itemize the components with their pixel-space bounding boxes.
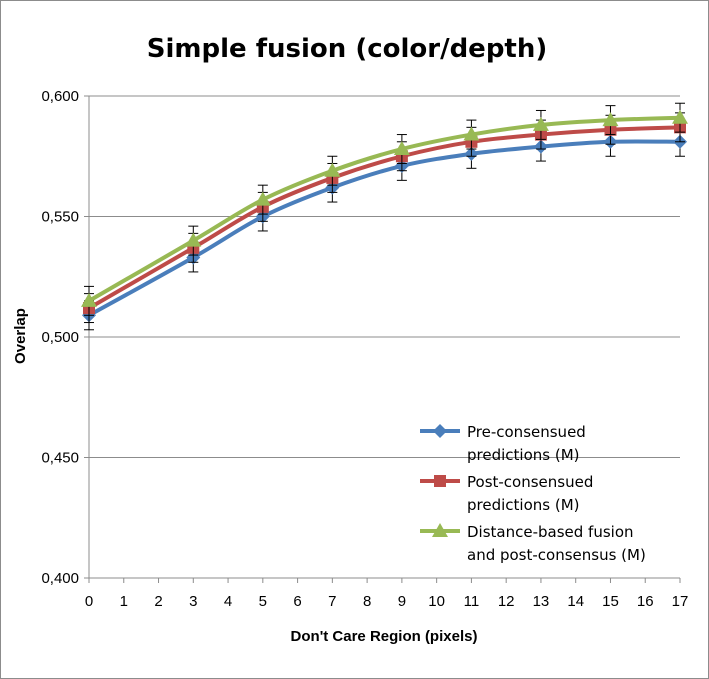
legend-marker <box>432 523 448 537</box>
data-point <box>324 162 341 177</box>
y-tick-label: 0,600 <box>41 88 79 105</box>
series-1 <box>82 126 687 331</box>
x-tick-label: 3 <box>189 593 197 610</box>
legend-label: Distance-based fusion <box>467 523 634 541</box>
legend-marker <box>434 475 446 487</box>
x-tick-labels: 0 1 2 3 4 5 6 7 8 9 10 11 12 13 14 15 16 17 <box>85 593 689 610</box>
x-tick-label: 11 <box>464 593 480 610</box>
data-point <box>254 191 271 206</box>
x-tick-label: 4 <box>224 593 232 610</box>
x-axis-label: Don't Care Region (pixels) <box>291 628 478 645</box>
x-tick-label: 9 <box>398 593 406 610</box>
series-line <box>87 115 681 303</box>
x-tick-label: 1 <box>120 593 128 610</box>
gridlines <box>89 95 680 458</box>
x-tick-label: 10 <box>428 593 445 610</box>
legend-item-1: Pre-consensued predictions (M) <box>420 423 586 464</box>
x-tick-label: 15 <box>602 593 619 610</box>
x-tick-label: 2 <box>154 593 162 610</box>
legend-label: predictions (M) <box>467 496 580 514</box>
x-tick-label: 6 <box>293 593 301 610</box>
series-layer <box>81 102 688 331</box>
x-tick-label: 16 <box>637 593 654 610</box>
chart-title: Simple fusion (color/depth) <box>147 34 548 64</box>
legend-label: Post-consensued <box>467 473 593 491</box>
y-tick-label: 0,400 <box>41 570 79 587</box>
legend-item-2: Post-consensued predictions (M) <box>420 473 593 514</box>
data-point <box>602 112 619 127</box>
x-tick-label: 5 <box>259 593 267 610</box>
y-tick-labels: 0,400 0,450 0,500 0,550 0,600 <box>41 88 79 587</box>
data-point <box>393 141 410 156</box>
x-tick-label: 14 <box>567 593 584 610</box>
x-tick-label: 13 <box>533 593 550 610</box>
data-point <box>672 109 688 124</box>
axes <box>84 95 681 583</box>
y-tick-label: 0,550 <box>41 209 79 226</box>
data-point <box>532 116 549 131</box>
x-tick-label: 17 <box>672 593 689 610</box>
legend-marker <box>433 424 447 438</box>
legend-label: predictions (M) <box>467 446 580 464</box>
data-point <box>185 232 202 247</box>
legend-label: and post-consensus (M) <box>467 546 646 564</box>
x-tick-label: 0 <box>85 593 93 610</box>
series-line <box>88 139 681 318</box>
legend-item-3: Distance-based fusion and post-consensus … <box>420 523 646 564</box>
legend-label: Pre-consensued <box>467 423 586 441</box>
y-tick-label: 0,450 <box>41 450 79 467</box>
series-3 <box>81 102 688 316</box>
data-point <box>463 126 480 141</box>
y-axis-label: Overlap <box>12 308 29 364</box>
y-tick-label: 0,500 <box>41 329 79 346</box>
x-tick-label: 12 <box>498 593 515 610</box>
x-tick-label: 8 <box>363 593 371 610</box>
x-tick-label: 7 <box>328 593 336 610</box>
data-point <box>81 292 97 307</box>
